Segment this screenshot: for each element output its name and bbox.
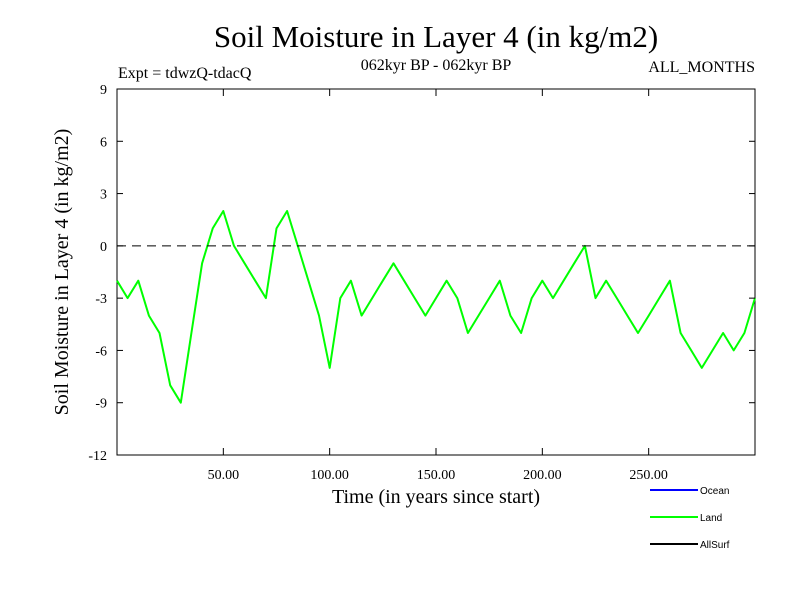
months-label: ALL_MONTHS [648, 59, 755, 76]
x-tick-label: 250.00 [629, 468, 668, 483]
x-axis: 50.00 100.00 150.00 200.00 250.00 [208, 89, 668, 483]
y-tick-label: -3 [95, 292, 107, 307]
x-axis-label: Time (in years since start) [332, 486, 540, 508]
y-tick-label: -12 [88, 449, 107, 464]
y-axis: -12 -9 -6 -3 0 3 6 9 [88, 83, 755, 464]
chart-title: Soil Moisture in Layer 4 (in kg/m2) [214, 19, 658, 54]
legend-label-land: Land [700, 513, 722, 524]
y-tick-label: 6 [100, 135, 107, 150]
x-tick-label: 200.00 [523, 468, 562, 483]
legend-label-ocean: Ocean [700, 486, 729, 497]
y-tick-label: -6 [95, 344, 107, 359]
land-series [116, 210, 756, 404]
y-axis-label: Soil Moisture in Layer 4 (in kg/m2) [51, 129, 73, 416]
y-tick-label: -9 [95, 397, 107, 412]
legend: Ocean Land AllSurf [650, 486, 730, 551]
y-tick-label: 9 [100, 83, 107, 98]
y-tick-label: 0 [100, 240, 107, 255]
experiment-label: Expt = tdwzQ-tdacQ [118, 65, 252, 82]
period-label: 062kyr BP - 062kyr BP [361, 57, 512, 74]
x-tick-label: 50.00 [208, 468, 240, 483]
x-tick-label: 100.00 [310, 468, 349, 483]
land-series-line [116, 210, 756, 404]
plot-area [116, 88, 756, 456]
y-tick-label: 3 [100, 188, 107, 203]
legend-label-allsurf: AllSurf [700, 540, 730, 551]
x-tick-label: 150.00 [417, 468, 456, 483]
